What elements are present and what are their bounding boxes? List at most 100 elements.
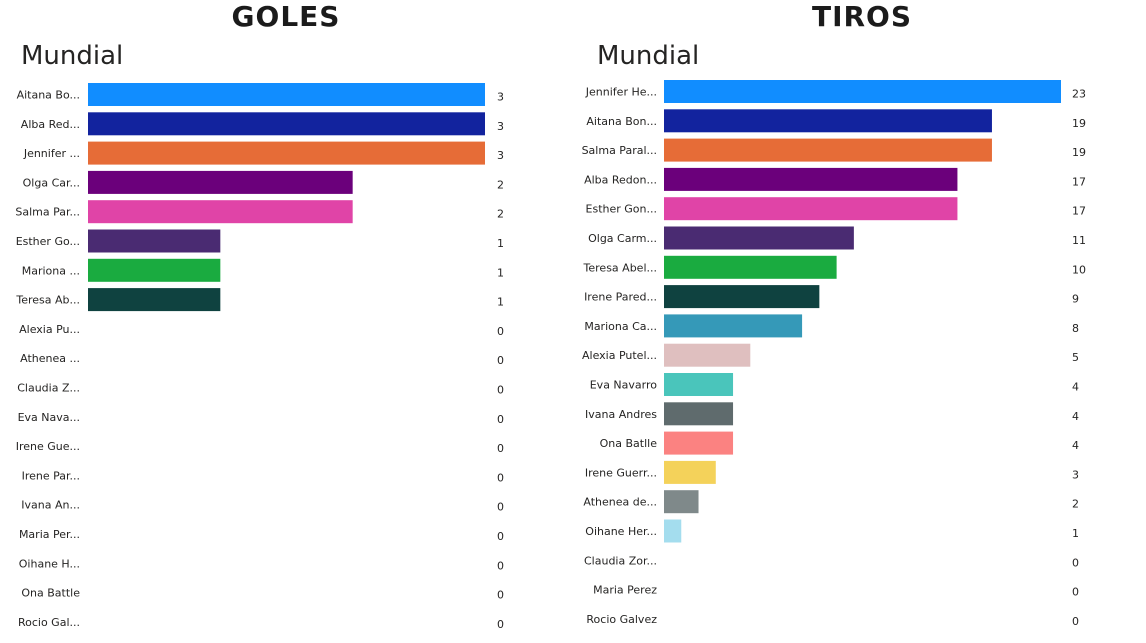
bar[interactable] bbox=[664, 402, 734, 426]
category-label: Rocio Galvez bbox=[586, 613, 657, 626]
category-label: Alba Redon... bbox=[584, 173, 657, 186]
data-label: 19 bbox=[1072, 146, 1086, 159]
bar[interactable] bbox=[664, 285, 820, 309]
data-label: 0 bbox=[497, 354, 504, 367]
data-label: 1 bbox=[1072, 527, 1079, 540]
bar[interactable] bbox=[664, 197, 958, 221]
goles-bar-chart: Aitana Bo... 3 Alba Red... 3 Jennifer ... 3 Ol… bbox=[15, 83, 504, 631]
category-label: Aitana Bon... bbox=[586, 115, 657, 128]
data-label: 0 bbox=[497, 589, 504, 602]
category-label: Ivana Andres bbox=[585, 408, 657, 421]
category-label: Mariona ... bbox=[22, 264, 80, 277]
category-label: Teresa Ab... bbox=[15, 294, 80, 307]
bar[interactable] bbox=[664, 80, 1061, 103]
data-label: 10 bbox=[1072, 263, 1086, 276]
category-label: Eva Navarro bbox=[590, 379, 658, 392]
category-label: Maria Per... bbox=[19, 528, 80, 541]
bar[interactable] bbox=[664, 226, 854, 250]
category-label: Jennifer ... bbox=[23, 147, 80, 160]
bar[interactable] bbox=[664, 167, 958, 191]
category-label: Ona Batlle bbox=[600, 437, 658, 450]
category-label: Oihane H... bbox=[19, 557, 80, 570]
category-label: Athenea ... bbox=[20, 352, 80, 365]
category-label: Irene Par... bbox=[22, 469, 80, 482]
category-label: Jennifer He... bbox=[585, 86, 657, 99]
data-label: 19 bbox=[1072, 117, 1086, 130]
bar[interactable] bbox=[664, 490, 699, 514]
category-label: Teresa Abel... bbox=[583, 261, 657, 274]
data-label: 8 bbox=[1072, 322, 1079, 335]
category-label: Irene Guerr... bbox=[585, 466, 657, 479]
bar[interactable] bbox=[664, 343, 751, 367]
data-label: 2 bbox=[497, 178, 504, 191]
data-label: 3 bbox=[497, 91, 504, 104]
category-label: Irene Pared... bbox=[584, 291, 657, 304]
data-label: 4 bbox=[1072, 410, 1079, 423]
bar[interactable] bbox=[664, 314, 803, 338]
bar[interactable] bbox=[88, 170, 353, 194]
category-label: Alba Red... bbox=[21, 118, 80, 131]
data-label: 0 bbox=[497, 501, 504, 514]
goles-chart-subtitle: Mundial bbox=[21, 41, 124, 71]
category-label: Claudia Zor... bbox=[584, 554, 657, 567]
data-label: 0 bbox=[497, 384, 504, 397]
data-label: 1 bbox=[497, 296, 504, 309]
category-label: Claudia Z... bbox=[17, 382, 80, 395]
data-label: 0 bbox=[1072, 615, 1079, 628]
bar[interactable] bbox=[664, 109, 992, 133]
category-label: Athenea de... bbox=[583, 496, 657, 509]
data-label: 1 bbox=[497, 237, 504, 250]
category-label: Alexia Pu... bbox=[19, 323, 80, 336]
category-label: Salma Paral... bbox=[582, 144, 657, 157]
data-label: 0 bbox=[1072, 556, 1079, 569]
data-label: 3 bbox=[1072, 468, 1079, 481]
category-label: Eva Nava... bbox=[18, 411, 80, 424]
category-label: Aitana Bo... bbox=[17, 89, 80, 102]
bar[interactable] bbox=[88, 258, 221, 282]
data-label: 0 bbox=[497, 471, 504, 484]
category-label: Olga Car... bbox=[23, 176, 80, 189]
bar[interactable] bbox=[88, 288, 221, 312]
data-label: 5 bbox=[1072, 351, 1079, 364]
category-label: Ona Battle bbox=[21, 587, 80, 600]
bar[interactable] bbox=[664, 460, 716, 484]
bar[interactable] bbox=[664, 255, 837, 279]
data-label: 17 bbox=[1072, 205, 1086, 218]
category-label: Rocio Gal... bbox=[18, 616, 80, 629]
category-label: Esther Gon... bbox=[586, 203, 657, 216]
category-label: Maria Perez bbox=[593, 584, 657, 597]
bar[interactable] bbox=[664, 431, 734, 455]
data-label: 17 bbox=[1072, 175, 1086, 188]
bar[interactable] bbox=[88, 83, 485, 106]
data-label: 9 bbox=[1072, 293, 1079, 306]
category-label: Oihane Her... bbox=[585, 525, 657, 538]
tiros-chart-title: TIROS bbox=[811, 0, 913, 33]
data-label: 23 bbox=[1072, 88, 1086, 101]
data-label: 0 bbox=[497, 442, 504, 455]
category-label: Mariona Ca... bbox=[584, 320, 657, 333]
tiros-chart-subtitle: Mundial bbox=[597, 41, 700, 71]
bar[interactable] bbox=[664, 519, 682, 543]
data-label: 4 bbox=[1072, 381, 1079, 394]
data-label: 2 bbox=[497, 208, 504, 221]
bar[interactable] bbox=[88, 229, 221, 253]
bar[interactable] bbox=[88, 141, 485, 165]
category-label: Olga Carm... bbox=[588, 232, 657, 245]
category-label: Irene Gue... bbox=[16, 440, 80, 453]
data-label: 3 bbox=[497, 120, 504, 133]
data-label: 11 bbox=[1072, 234, 1086, 247]
data-label: 0 bbox=[497, 413, 504, 426]
bar[interactable] bbox=[88, 112, 485, 136]
data-label: 4 bbox=[1072, 439, 1079, 452]
category-label: Alexia Putel... bbox=[582, 349, 657, 362]
data-label: 2 bbox=[1072, 498, 1079, 511]
data-label: 0 bbox=[497, 559, 504, 572]
bar[interactable] bbox=[664, 138, 992, 162]
data-label: 0 bbox=[1072, 586, 1079, 599]
data-label: 0 bbox=[497, 325, 504, 338]
bar[interactable] bbox=[88, 200, 353, 224]
category-label: Esther Go... bbox=[16, 235, 80, 248]
bar[interactable] bbox=[664, 373, 734, 396]
goles-chart-panel: GOLES Mundial Aitana Bo... 3 Alba Red... 3 J… bbox=[0, 0, 560, 643]
